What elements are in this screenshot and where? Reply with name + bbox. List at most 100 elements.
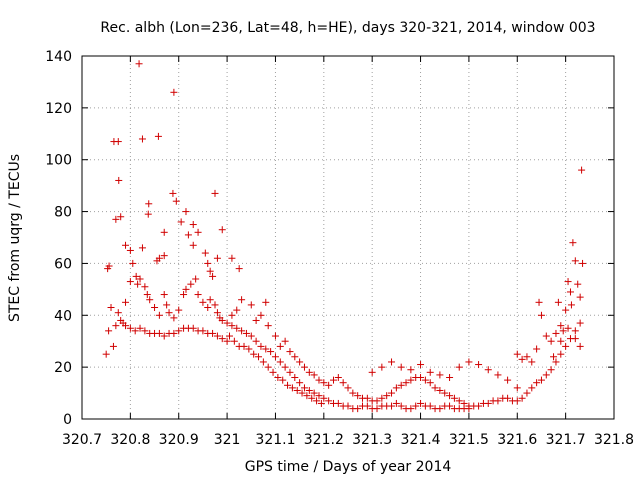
data-point: [141, 283, 149, 291]
data-point: [373, 405, 381, 413]
data-point: [117, 213, 125, 221]
data-point: [218, 316, 226, 324]
data-point: [187, 280, 195, 288]
data-point: [552, 358, 560, 366]
data-point: [230, 337, 238, 345]
data-point: [426, 379, 434, 387]
y-tick-label: 40: [54, 308, 72, 324]
data-point: [154, 132, 162, 140]
data-point: [547, 337, 555, 345]
data-point: [122, 322, 130, 330]
data-point: [284, 381, 292, 389]
data-point: [578, 166, 586, 174]
data-point: [528, 384, 536, 392]
data-point: [334, 374, 342, 382]
data-point: [199, 327, 207, 335]
y-tick-label: 120: [45, 101, 72, 117]
data-point: [559, 327, 567, 335]
y-tick-label: 140: [45, 49, 72, 65]
data-point: [569, 239, 577, 247]
data-point: [513, 397, 521, 405]
data-point: [368, 368, 376, 376]
data-point: [339, 379, 347, 387]
data-point: [465, 405, 473, 413]
x-tick-label: 320.9: [159, 432, 199, 448]
data-point: [293, 386, 301, 394]
data-point: [271, 353, 279, 361]
data-point: [267, 348, 275, 356]
data-point: [562, 342, 570, 350]
data-point: [134, 280, 142, 288]
data-point: [257, 311, 265, 319]
data-point: [537, 311, 545, 319]
data-point: [213, 309, 221, 317]
data-point: [421, 376, 429, 384]
data-point: [122, 298, 130, 306]
data-point: [402, 379, 410, 387]
data-point: [513, 350, 521, 358]
data-point: [138, 135, 146, 143]
plot-frame: [81, 55, 615, 420]
data-point: [378, 363, 386, 371]
data-point: [426, 368, 434, 376]
data-point: [141, 327, 149, 335]
data-point: [184, 231, 192, 239]
data-point: [475, 361, 483, 369]
data-point: [305, 386, 313, 394]
x-tick-label: 320.7: [62, 432, 102, 448]
data-point: [182, 208, 190, 216]
data-point: [354, 405, 362, 413]
data-point: [542, 371, 550, 379]
data-point: [250, 350, 258, 358]
data-point: [175, 306, 183, 314]
data-point: [102, 350, 110, 358]
data-point: [334, 399, 342, 407]
data-point: [504, 376, 512, 384]
x-tick-label: 321.4: [400, 432, 440, 448]
data-point: [533, 379, 541, 387]
data-point: [455, 363, 463, 371]
data-point: [180, 291, 188, 299]
data-point: [177, 218, 185, 226]
x-tick-label: 321.3: [352, 432, 392, 448]
data-point: [407, 376, 415, 384]
data-point: [547, 366, 555, 374]
data-point: [194, 291, 202, 299]
data-point: [446, 374, 454, 382]
data-point: [192, 275, 200, 283]
data-point: [436, 386, 444, 394]
data-point: [114, 309, 122, 317]
data-point: [288, 384, 296, 392]
data-point: [317, 399, 325, 407]
data-point: [574, 280, 582, 288]
data-point: [576, 319, 584, 327]
y-tick-label: 80: [54, 205, 72, 221]
x-tick-label: 321.2: [304, 432, 344, 448]
data-point: [206, 267, 214, 275]
data-point: [397, 402, 405, 410]
x-tick-label: 321.7: [546, 432, 586, 448]
data-point: [136, 275, 144, 283]
data-point: [213, 332, 221, 340]
data-point: [213, 254, 221, 262]
data-point: [269, 368, 277, 376]
data-point: [383, 392, 391, 400]
data-point: [276, 342, 284, 350]
data-point: [228, 311, 236, 319]
data-point: [407, 366, 415, 374]
data-point: [114, 138, 122, 146]
data-point: [378, 394, 386, 402]
data-point: [155, 254, 163, 262]
data-point: [562, 306, 570, 314]
data-point: [264, 363, 272, 371]
data-point: [291, 374, 299, 382]
data-point: [218, 335, 226, 343]
data-point: [417, 399, 425, 407]
data-point: [126, 324, 134, 332]
data-point: [226, 332, 234, 340]
data-point: [233, 324, 241, 332]
data-point: [247, 301, 255, 309]
data-point: [189, 221, 197, 229]
data-point: [146, 296, 154, 304]
x-axis-label: GPS time / Days of year 2014: [245, 459, 452, 475]
